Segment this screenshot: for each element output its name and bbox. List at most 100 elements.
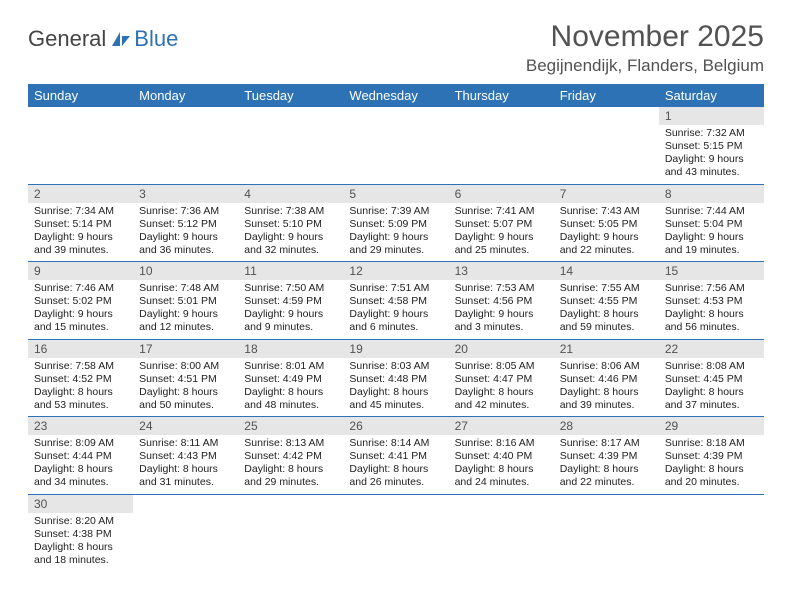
weekday-header: Wednesday <box>343 84 448 107</box>
day-detail: Sunrise: 8:06 AMSunset: 4:46 PMDaylight:… <box>554 358 659 417</box>
calendar-day-cell: 4Sunrise: 7:38 AMSunset: 5:10 PMDaylight… <box>238 184 343 262</box>
calendar-day-cell: 1Sunrise: 7:32 AMSunset: 5:15 PMDaylight… <box>659 107 764 184</box>
calendar-day-cell: 23Sunrise: 8:09 AMSunset: 4:44 PMDayligh… <box>28 417 133 495</box>
weekday-header: Monday <box>133 84 238 107</box>
day-detail: Sunrise: 7:44 AMSunset: 5:04 PMDaylight:… <box>659 203 764 262</box>
calendar-day-cell: 30Sunrise: 8:20 AMSunset: 4:38 PMDayligh… <box>28 494 133 571</box>
calendar-week-row: 9Sunrise: 7:46 AMSunset: 5:02 PMDaylight… <box>28 262 764 340</box>
day-detail: Sunrise: 8:03 AMSunset: 4:48 PMDaylight:… <box>343 358 448 417</box>
calendar-day-cell: 25Sunrise: 8:13 AMSunset: 4:42 PMDayligh… <box>238 417 343 495</box>
day-detail: Sunrise: 7:43 AMSunset: 5:05 PMDaylight:… <box>554 203 659 262</box>
calendar-day-cell <box>659 494 764 571</box>
logo-text-blue: Blue <box>134 26 178 52</box>
weekday-header: Thursday <box>449 84 554 107</box>
day-number: 8 <box>659 185 764 203</box>
calendar-week-row: 1Sunrise: 7:32 AMSunset: 5:15 PMDaylight… <box>28 107 764 184</box>
day-detail: Sunrise: 8:11 AMSunset: 4:43 PMDaylight:… <box>133 435 238 494</box>
day-detail: Sunrise: 7:55 AMSunset: 4:55 PMDaylight:… <box>554 280 659 339</box>
calendar-week-row: 16Sunrise: 7:58 AMSunset: 4:52 PMDayligh… <box>28 339 764 417</box>
day-number: 20 <box>449 340 554 358</box>
calendar-week-row: 30Sunrise: 8:20 AMSunset: 4:38 PMDayligh… <box>28 494 764 571</box>
day-detail: Sunrise: 7:50 AMSunset: 4:59 PMDaylight:… <box>238 280 343 339</box>
month-title: November 2025 <box>526 20 764 54</box>
calendar-day-cell <box>28 107 133 184</box>
day-number: 11 <box>238 262 343 280</box>
day-number: 15 <box>659 262 764 280</box>
day-number: 14 <box>554 262 659 280</box>
calendar-day-cell: 16Sunrise: 7:58 AMSunset: 4:52 PMDayligh… <box>28 339 133 417</box>
day-number: 17 <box>133 340 238 358</box>
day-detail: Sunrise: 8:16 AMSunset: 4:40 PMDaylight:… <box>449 435 554 494</box>
day-detail: Sunrise: 7:53 AMSunset: 4:56 PMDaylight:… <box>449 280 554 339</box>
day-detail: Sunrise: 8:18 AMSunset: 4:39 PMDaylight:… <box>659 435 764 494</box>
calendar-day-cell: 12Sunrise: 7:51 AMSunset: 4:58 PMDayligh… <box>343 262 448 340</box>
day-detail: Sunrise: 8:20 AMSunset: 4:38 PMDaylight:… <box>28 513 133 572</box>
day-detail: Sunrise: 7:34 AMSunset: 5:14 PMDaylight:… <box>28 203 133 262</box>
day-detail: Sunrise: 7:46 AMSunset: 5:02 PMDaylight:… <box>28 280 133 339</box>
calendar-day-cell <box>554 494 659 571</box>
day-detail: Sunrise: 7:36 AMSunset: 5:12 PMDaylight:… <box>133 203 238 262</box>
day-number: 10 <box>133 262 238 280</box>
calendar-day-cell: 29Sunrise: 8:18 AMSunset: 4:39 PMDayligh… <box>659 417 764 495</box>
calendar-day-cell: 24Sunrise: 8:11 AMSunset: 4:43 PMDayligh… <box>133 417 238 495</box>
weekday-header: Saturday <box>659 84 764 107</box>
day-number: 7 <box>554 185 659 203</box>
day-detail: Sunrise: 8:08 AMSunset: 4:45 PMDaylight:… <box>659 358 764 417</box>
day-number: 25 <box>238 417 343 435</box>
logo: General Blue <box>28 26 178 52</box>
day-detail: Sunrise: 7:32 AMSunset: 5:15 PMDaylight:… <box>659 125 764 184</box>
calendar-day-cell: 7Sunrise: 7:43 AMSunset: 5:05 PMDaylight… <box>554 184 659 262</box>
day-number: 30 <box>28 495 133 513</box>
calendar-day-cell <box>343 494 448 571</box>
calendar-day-cell: 21Sunrise: 8:06 AMSunset: 4:46 PMDayligh… <box>554 339 659 417</box>
calendar-day-cell: 10Sunrise: 7:48 AMSunset: 5:01 PMDayligh… <box>133 262 238 340</box>
day-number: 3 <box>133 185 238 203</box>
day-detail: Sunrise: 8:14 AMSunset: 4:41 PMDaylight:… <box>343 435 448 494</box>
calendar-table: Sunday Monday Tuesday Wednesday Thursday… <box>28 84 764 571</box>
calendar-day-cell <box>449 494 554 571</box>
day-number: 6 <box>449 185 554 203</box>
calendar-day-cell: 26Sunrise: 8:14 AMSunset: 4:41 PMDayligh… <box>343 417 448 495</box>
day-number: 16 <box>28 340 133 358</box>
calendar-day-cell: 11Sunrise: 7:50 AMSunset: 4:59 PMDayligh… <box>238 262 343 340</box>
calendar-day-cell <box>238 494 343 571</box>
calendar-week-row: 23Sunrise: 8:09 AMSunset: 4:44 PMDayligh… <box>28 417 764 495</box>
location-label: Begijnendijk, Flanders, Belgium <box>526 56 764 76</box>
calendar-day-cell <box>554 107 659 184</box>
calendar-day-cell: 27Sunrise: 8:16 AMSunset: 4:40 PMDayligh… <box>449 417 554 495</box>
calendar-day-cell: 18Sunrise: 8:01 AMSunset: 4:49 PMDayligh… <box>238 339 343 417</box>
weekday-header: Tuesday <box>238 84 343 107</box>
title-block: November 2025 Begijnendijk, Flanders, Be… <box>526 20 764 76</box>
calendar-day-cell: 15Sunrise: 7:56 AMSunset: 4:53 PMDayligh… <box>659 262 764 340</box>
calendar-day-cell <box>343 107 448 184</box>
calendar-week-row: 2Sunrise: 7:34 AMSunset: 5:14 PMDaylight… <box>28 184 764 262</box>
weekday-header: Sunday <box>28 84 133 107</box>
day-number: 18 <box>238 340 343 358</box>
logo-text-dark: General <box>28 26 106 52</box>
calendar-day-cell: 5Sunrise: 7:39 AMSunset: 5:09 PMDaylight… <box>343 184 448 262</box>
day-number: 4 <box>238 185 343 203</box>
day-number: 27 <box>449 417 554 435</box>
logo-sail-icon <box>110 30 132 48</box>
calendar-day-cell: 28Sunrise: 8:17 AMSunset: 4:39 PMDayligh… <box>554 417 659 495</box>
day-detail: Sunrise: 8:00 AMSunset: 4:51 PMDaylight:… <box>133 358 238 417</box>
day-detail: Sunrise: 8:05 AMSunset: 4:47 PMDaylight:… <box>449 358 554 417</box>
calendar-day-cell: 13Sunrise: 7:53 AMSunset: 4:56 PMDayligh… <box>449 262 554 340</box>
calendar-day-cell <box>238 107 343 184</box>
weekday-header-row: Sunday Monday Tuesday Wednesday Thursday… <box>28 84 764 107</box>
day-detail: Sunrise: 7:39 AMSunset: 5:09 PMDaylight:… <box>343 203 448 262</box>
day-number: 21 <box>554 340 659 358</box>
day-detail: Sunrise: 8:17 AMSunset: 4:39 PMDaylight:… <box>554 435 659 494</box>
weekday-header: Friday <box>554 84 659 107</box>
day-number: 1 <box>659 107 764 125</box>
calendar-day-cell: 19Sunrise: 8:03 AMSunset: 4:48 PMDayligh… <box>343 339 448 417</box>
calendar-day-cell: 3Sunrise: 7:36 AMSunset: 5:12 PMDaylight… <box>133 184 238 262</box>
calendar-day-cell <box>133 494 238 571</box>
calendar-day-cell: 17Sunrise: 8:00 AMSunset: 4:51 PMDayligh… <box>133 339 238 417</box>
day-detail: Sunrise: 7:51 AMSunset: 4:58 PMDaylight:… <box>343 280 448 339</box>
day-detail: Sunrise: 8:09 AMSunset: 4:44 PMDaylight:… <box>28 435 133 494</box>
day-number: 23 <box>28 417 133 435</box>
day-number: 12 <box>343 262 448 280</box>
day-number: 29 <box>659 417 764 435</box>
day-number: 5 <box>343 185 448 203</box>
